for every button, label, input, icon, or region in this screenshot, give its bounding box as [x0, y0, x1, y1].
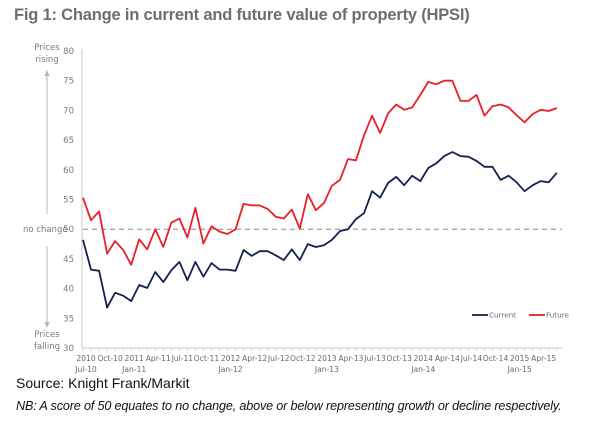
y-tick-label: 35: [63, 314, 74, 324]
down-arrow-icon: [44, 322, 50, 328]
x-tick-sublabel: Jan-15: [507, 365, 532, 374]
x-tick-label: Apr-15: [531, 354, 556, 363]
side-annotations: Prices rising Prices falling: [34, 43, 60, 352]
prices-falling-label: Prices: [34, 330, 60, 340]
y-tick-label: 45: [63, 255, 74, 265]
x-tick-label: 2012: [221, 354, 240, 363]
x-tick-label: Jul-13: [363, 354, 386, 363]
chart-title: Fig 1: Change in current and future valu…: [14, 6, 470, 24]
series-lines: [82, 79, 558, 309]
y-tick-label: 75: [63, 77, 74, 87]
x-tick-label: Jul-12: [267, 354, 290, 363]
y-tick-label: 65: [63, 136, 74, 146]
x-tick-label: Oct-13: [386, 354, 412, 363]
series-line-current: [82, 151, 558, 309]
y-axis: 30 35 40 45 50 55 60 65 70 75 80: [63, 47, 83, 354]
x-tick-label: Oct-11: [194, 354, 220, 363]
x-tick-label: Jul-11: [171, 354, 194, 363]
x-tick-label: Apr-12: [242, 354, 267, 363]
x-tick-label: Oct-14: [483, 354, 509, 363]
footnote: NB: A score of 50 equates to no change, …: [16, 399, 562, 413]
x-tick-label: 2014: [414, 354, 433, 363]
x-tick-label: Apr-11: [146, 354, 171, 363]
y-tick-label: 40: [63, 285, 74, 295]
x-tick-label: Jul-14: [460, 354, 483, 363]
series-line-future: [82, 79, 558, 266]
x-tick-sublabel: Jan-13: [314, 365, 339, 374]
x-tick-label: Oct-12: [290, 354, 316, 363]
legend-label-future: Future: [546, 311, 569, 320]
prices-rising-label: rising: [35, 55, 58, 65]
chart-legend: Current Future: [472, 311, 569, 320]
x-tick-sublabel: Jul-10: [74, 365, 97, 374]
prices-rising-label: Prices: [34, 43, 60, 53]
x-tick-label: Apr-13: [338, 354, 363, 363]
prices-falling-label: falling: [34, 342, 60, 352]
x-tick-label: 2011: [125, 354, 144, 363]
y-tick-label: 80: [63, 47, 74, 57]
no-change-reference: no change: [23, 225, 562, 235]
y-tick-label: 60: [63, 166, 74, 176]
no-change-label: no change: [23, 225, 68, 235]
x-tick-label: 2013: [317, 354, 336, 363]
y-tick-label: 30: [63, 344, 74, 354]
legend-label-current: Current: [489, 311, 516, 320]
y-tick-label: 55: [63, 196, 74, 206]
source-caption: Source: Knight Frank/Markit: [16, 375, 190, 391]
up-arrow-icon: [44, 70, 50, 76]
x-tick-sublabel: Jan-11: [121, 365, 146, 374]
x-tick-sublabel: Jan-12: [217, 365, 242, 374]
x-tick-label: 2015: [510, 354, 529, 363]
x-tick-label: 2010: [76, 354, 95, 363]
x-tick-sublabel: Jan-14: [410, 365, 435, 374]
x-tick-label: Apr-14: [435, 354, 460, 363]
x-tick-label: Oct-10: [97, 354, 123, 363]
y-tick-label: 70: [63, 106, 74, 116]
y-tick-label: 50: [63, 225, 74, 235]
